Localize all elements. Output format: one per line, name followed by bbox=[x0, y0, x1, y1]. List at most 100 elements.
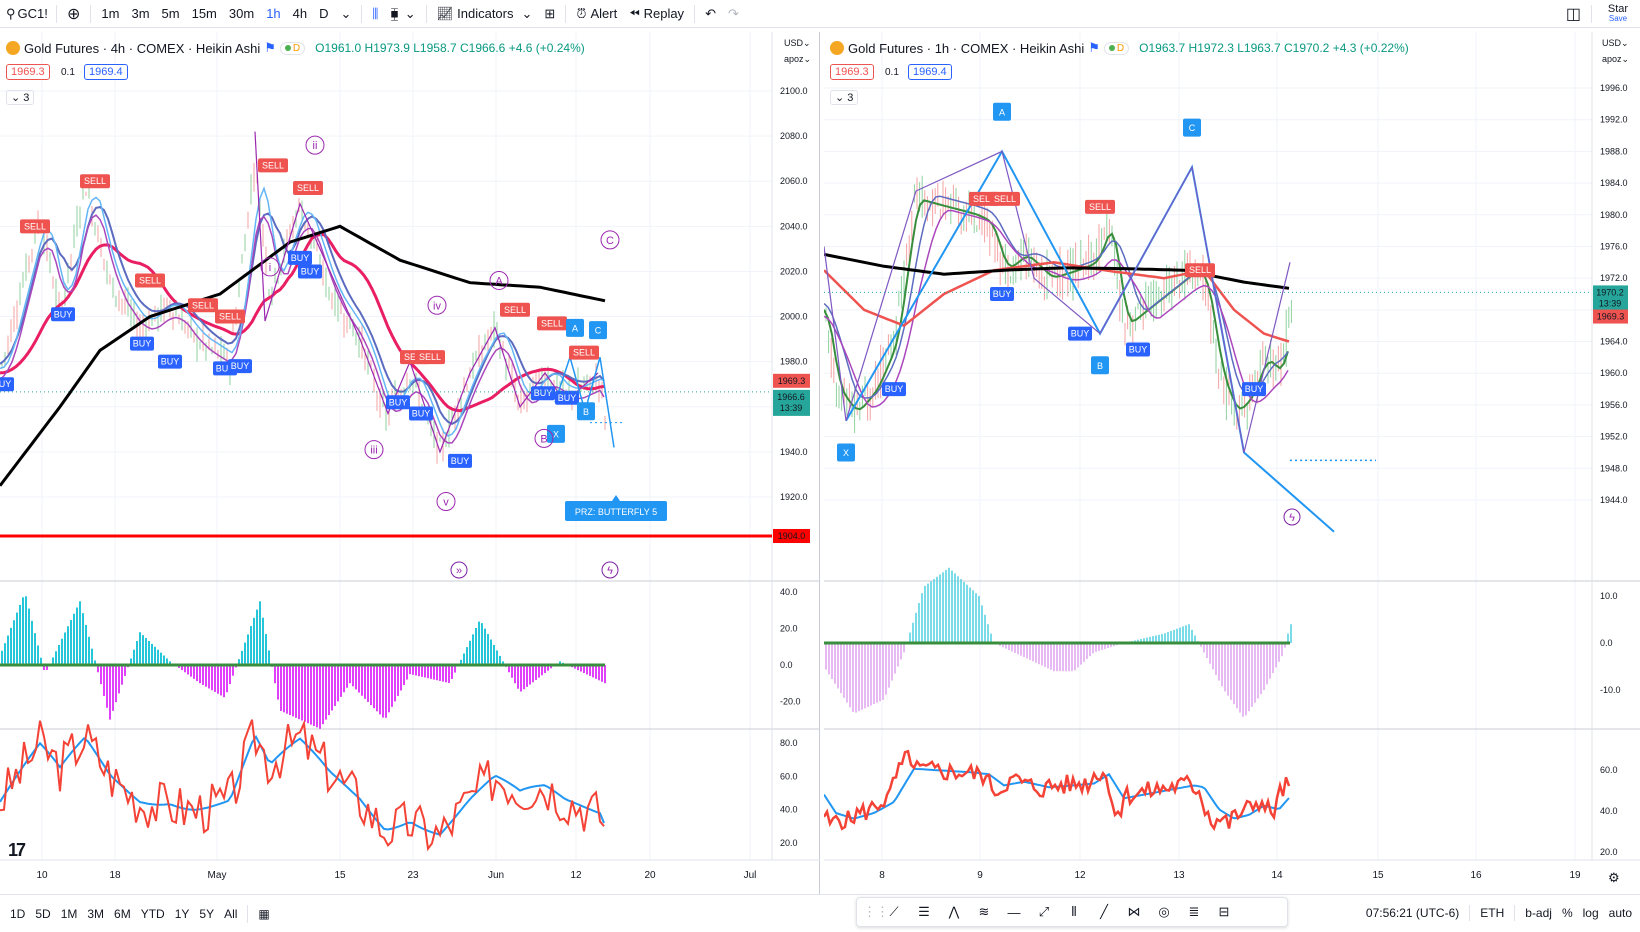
fib-spiral-icon[interactable]: ◎ bbox=[1158, 904, 1170, 919]
left-buy-signal-12-box[interactable] bbox=[51, 307, 75, 322]
tradingview-logo[interactable]: 17 bbox=[8, 840, 26, 860]
interval-4h[interactable]: 4h bbox=[292, 6, 308, 21]
left-rsi-signal-line[interactable] bbox=[0, 734, 605, 836]
right-chart-panel[interactable]: A B C X SELL SELL SELL SELL BUY BUY BUY BUY BUY ϟ 199… bbox=[824, 32, 1640, 894]
left-chart-canvas[interactable]: SELL SELL SELL SELL SELL SELL SELL SELL SELL SELL… bbox=[0, 32, 820, 894]
flag-icon[interactable]: ⚑ bbox=[1088, 40, 1100, 55]
left-sell-signal-3-box[interactable] bbox=[188, 298, 218, 313]
lines-tool-icon[interactable]: ☰ bbox=[918, 904, 930, 919]
range-5d[interactable]: 5D bbox=[35, 907, 51, 921]
left-scale-mode[interactable]: apoz⌄ bbox=[784, 54, 811, 65]
indicators-button[interactable]: 📈︎ Indicators ⌄ bbox=[431, 0, 539, 28]
left-ma-lightblue[interactable] bbox=[0, 186, 605, 437]
left-wave-iii-circle[interactable] bbox=[364, 440, 384, 460]
right-sma-200[interactable] bbox=[824, 252, 1290, 290]
drag-handle-icon[interactable]: ⋮⋮ bbox=[863, 904, 889, 919]
left-buy-signal-22-box[interactable] bbox=[531, 386, 555, 401]
right-sell-signal-2-box[interactable] bbox=[1085, 199, 1115, 214]
left-ma-purple[interactable] bbox=[0, 214, 605, 444]
percent-toggle[interactable]: % bbox=[1561, 906, 1573, 920]
interval-3m[interactable]: 3m bbox=[131, 6, 150, 21]
right-collapse-toggle[interactable]: ⌄ 3 bbox=[830, 90, 859, 105]
right-rsi-signal-line[interactable] bbox=[824, 767, 1290, 820]
auto-toggle[interactable]: auto bbox=[1608, 906, 1632, 920]
right-pattern-b-box[interactable] bbox=[1091, 356, 1109, 375]
left-rsi-line[interactable] bbox=[0, 719, 605, 852]
right-scale-mode[interactable]: apoz⌄ bbox=[1602, 54, 1629, 65]
right-chart-title[interactable]: Gold Futures · 1h · COMEX · Heikin Ashi bbox=[848, 40, 1085, 56]
left-sell-signal-11-box[interactable] bbox=[415, 350, 445, 365]
right-sell-signal-3-box[interactable] bbox=[1185, 263, 1215, 278]
session-toggle[interactable]: ETH bbox=[1480, 906, 1505, 920]
left-wave-iv-circle[interactable] bbox=[427, 295, 447, 315]
curve-tool-icon[interactable]: ≋ bbox=[978, 904, 990, 919]
layout-button[interactable]: ◫ bbox=[1560, 0, 1587, 28]
left-sell-signal-5-box[interactable] bbox=[258, 158, 288, 173]
right-currency-label[interactable]: USD⌄ bbox=[1602, 38, 1629, 49]
right-ask-box[interactable]: 1969.4 bbox=[908, 64, 952, 80]
left-lightning-icon[interactable] bbox=[601, 561, 619, 579]
interval-15m[interactable]: 15m bbox=[191, 6, 217, 21]
left-buy-signal-17-box[interactable] bbox=[288, 250, 312, 265]
interval-dropdown[interactable]: ⌄ bbox=[335, 0, 358, 28]
left-wave-i-circle[interactable] bbox=[260, 257, 280, 277]
left-pattern-a-box[interactable] bbox=[566, 318, 584, 337]
left-chart-title[interactable]: Gold Futures · 4h · COMEX · Heikin Ashi bbox=[24, 40, 261, 56]
range-1d[interactable]: 1D bbox=[10, 907, 26, 921]
right-buy-signal-8-box[interactable] bbox=[1242, 382, 1266, 397]
left-buy-signal-14-box[interactable] bbox=[158, 354, 182, 369]
range-6m[interactable]: 6M bbox=[114, 907, 131, 921]
right-ma-purple[interactable] bbox=[824, 209, 1289, 408]
right-buy-signal-6-box[interactable] bbox=[1068, 326, 1092, 341]
symbol-search[interactable]: ⚲ GC1! bbox=[0, 0, 52, 28]
right-sell-signal-1-box[interactable] bbox=[990, 191, 1020, 206]
left-pattern-b-box[interactable] bbox=[577, 402, 595, 421]
left-wave-a-circle[interactable] bbox=[489, 270, 509, 290]
goto-date-button[interactable]: ▦ bbox=[254, 905, 273, 923]
chart-style-candles-button[interactable]: ⧯ ⌄ bbox=[384, 0, 421, 28]
replay-button[interactable]: ⏪︎ Replay bbox=[623, 0, 690, 28]
xabcd-pattern-icon[interactable]: ⋈ bbox=[1127, 904, 1141, 919]
left-sell-signal-2-box[interactable] bbox=[135, 273, 165, 288]
right-buy-signal-7-box[interactable] bbox=[1126, 342, 1150, 357]
fib-retracement-icon[interactable]: ≣ bbox=[1188, 904, 1200, 919]
left-chart-panel[interactable]: SELL SELL SELL SELL SELL SELL SELL SELL SELL SELL… bbox=[0, 32, 820, 894]
left-event-icon-1[interactable] bbox=[450, 561, 468, 579]
chart-style-bars-button[interactable]: ⫼ bbox=[366, 0, 384, 28]
right-wave-zigzag[interactable] bbox=[824, 150, 1291, 453]
interval-30m[interactable]: 30m bbox=[228, 6, 255, 21]
left-ma-blue[interactable] bbox=[0, 206, 605, 426]
left-currency-label[interactable]: USD⌄ bbox=[784, 38, 811, 49]
left-buy-signal-18-box[interactable] bbox=[298, 264, 322, 279]
interval-d[interactable]: D bbox=[319, 6, 329, 21]
left-pattern-x-box[interactable] bbox=[547, 424, 565, 443]
right-buy-signal-4-box[interactable] bbox=[882, 382, 906, 397]
templates-button[interactable]: ⊞ bbox=[538, 0, 561, 28]
left-sell-signal-4-box[interactable] bbox=[215, 309, 245, 324]
clock-readout[interactable]: 07:56:21 (UTC-6) bbox=[1365, 906, 1460, 920]
left-buy-signal-13-box[interactable] bbox=[130, 336, 154, 351]
ray-tool-icon[interactable]: ⤢ bbox=[1038, 904, 1050, 919]
right-lightning-icon[interactable] bbox=[1283, 508, 1301, 526]
range-all[interactable]: All bbox=[224, 907, 238, 921]
left-wave-ii-circle[interactable] bbox=[305, 135, 325, 155]
range-5y[interactable]: 5Y bbox=[199, 907, 215, 921]
position-tool-icon[interactable]: ⊟ bbox=[1218, 904, 1230, 919]
left-buy-signal-16-box[interactable] bbox=[228, 359, 252, 374]
left-prz-box[interactable] bbox=[565, 501, 667, 521]
left-sell-signal-1-box[interactable] bbox=[80, 174, 110, 189]
redo-button[interactable]: ↷ bbox=[722, 0, 745, 28]
left-pattern-c-box[interactable] bbox=[589, 321, 607, 340]
log-toggle[interactable]: log bbox=[1582, 906, 1599, 920]
left-buy-signal-24-box[interactable] bbox=[0, 377, 14, 392]
left-collapse-toggle[interactable]: ⌄ 3 bbox=[6, 90, 35, 105]
right-pattern-c-box[interactable] bbox=[1183, 118, 1201, 137]
right-bid-box[interactable]: 1969.3 bbox=[830, 64, 874, 80]
left-buy-signal-20-box[interactable] bbox=[409, 406, 433, 421]
range-1m[interactable]: 1M bbox=[60, 907, 78, 921]
right-pattern-a-box[interactable] bbox=[993, 102, 1011, 121]
left-ask-box[interactable]: 1969.4 bbox=[84, 64, 128, 80]
horizontal-line-icon[interactable]: — bbox=[1007, 904, 1021, 920]
save-button[interactable]: Star Save bbox=[1596, 0, 1640, 28]
